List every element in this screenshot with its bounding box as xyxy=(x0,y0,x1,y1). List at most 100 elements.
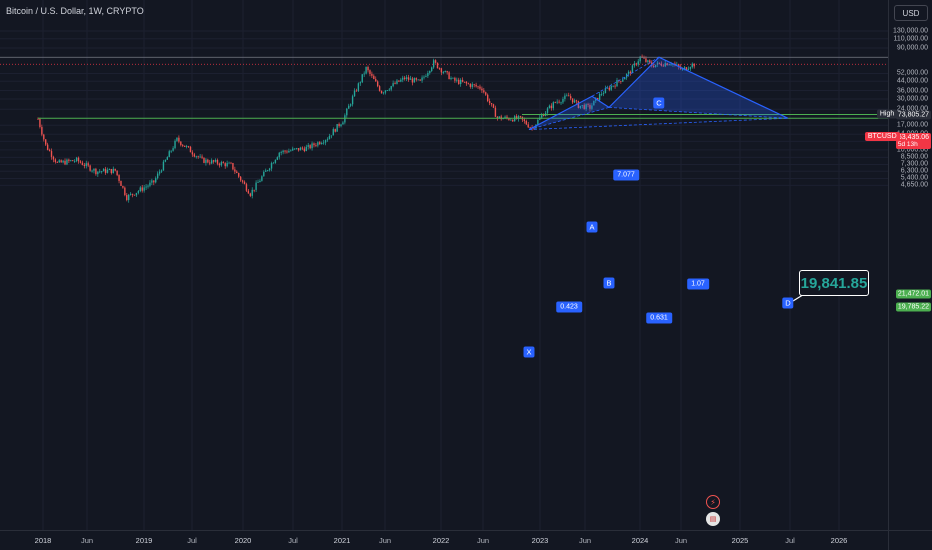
candle-body xyxy=(183,145,186,147)
candle-body xyxy=(519,116,522,117)
candle-body xyxy=(363,73,365,75)
price-tick-label: 6,300.00 xyxy=(900,167,928,175)
candle-body xyxy=(660,63,663,66)
candle-body xyxy=(64,160,66,165)
bar-countdown: 5d 13h xyxy=(897,141,918,148)
candle-body xyxy=(129,193,132,195)
candle-body xyxy=(693,63,695,67)
candle-body xyxy=(631,65,634,74)
candle-body xyxy=(293,148,296,150)
candle-body xyxy=(77,157,80,162)
candle-body xyxy=(494,107,497,117)
time-scale[interactable]: 2018 Jun 2019 Jul 2020 Jul 2021 Jun 2022 Jun 2023 J… xyxy=(0,530,888,550)
candle-body xyxy=(344,115,346,123)
bolt-icon[interactable]: ⚡ xyxy=(706,495,720,509)
candle-body xyxy=(361,74,363,83)
candle-body xyxy=(461,79,464,82)
candle-body xyxy=(118,175,120,181)
candle-body xyxy=(45,139,47,145)
candle-body xyxy=(390,86,392,90)
ratio-label-xb: 0.423 xyxy=(556,301,582,313)
time-label: 2026 xyxy=(830,536,848,545)
candle-body xyxy=(83,165,86,166)
candle-body xyxy=(568,95,570,97)
candle-body xyxy=(541,115,543,118)
candle-body xyxy=(689,67,692,69)
candle-body xyxy=(564,95,566,99)
target-price-callout[interactable]: 19,841.85 xyxy=(799,270,869,296)
candle-body xyxy=(91,170,93,172)
candle-body xyxy=(355,90,358,92)
currency-button[interactable]: USD xyxy=(894,5,928,21)
candle-body xyxy=(585,104,587,110)
candle-body xyxy=(676,64,678,66)
candle-body xyxy=(218,163,221,166)
candle-body xyxy=(164,159,167,162)
candle-body xyxy=(185,146,188,147)
candle-body xyxy=(60,160,62,163)
candle-body xyxy=(633,63,636,66)
candle-body xyxy=(386,90,389,92)
chart-pane[interactable]: Bitcoin / U.S. Dollar, 1W, CRYPTO X A B … xyxy=(0,0,888,530)
us-flag-icon[interactable]: ▤ xyxy=(706,512,720,526)
candle-body xyxy=(463,81,466,83)
candle-body xyxy=(554,102,556,104)
price-tick-label: 110,000.00 xyxy=(893,35,928,43)
time-label: 2020 xyxy=(234,536,252,545)
candle-body xyxy=(537,119,539,125)
price-tick-label: 7,300.00 xyxy=(900,160,928,168)
candle-body xyxy=(527,124,529,128)
candle-body xyxy=(311,143,313,149)
candle-body xyxy=(382,92,385,94)
candle-body xyxy=(569,96,572,99)
candle-body xyxy=(319,142,321,145)
candle-body xyxy=(212,160,215,162)
candle-body xyxy=(168,151,170,158)
ratio-line-xb xyxy=(528,107,610,130)
candle-body xyxy=(612,85,614,87)
candle-body xyxy=(434,60,437,63)
ratio-label-bd: 1.07 xyxy=(687,278,709,290)
candle-body xyxy=(456,79,458,81)
time-label: Jun xyxy=(578,536,592,545)
candle-body xyxy=(70,160,72,162)
symbol-title[interactable]: Bitcoin / U.S. Dollar, 1W, CRYPTO xyxy=(6,6,144,16)
ratio-line-xd xyxy=(528,117,789,130)
candle-body xyxy=(226,163,228,167)
candle-body xyxy=(290,150,292,152)
price-chart[interactable] xyxy=(0,0,888,530)
candle-body xyxy=(54,159,57,163)
candle-body xyxy=(488,101,491,104)
candle-body xyxy=(41,127,43,135)
price-tick-label: 36,000.00 xyxy=(896,87,928,94)
candle-body xyxy=(108,168,111,170)
candle-body xyxy=(400,79,402,82)
high-label: High xyxy=(876,109,898,119)
candle-body xyxy=(556,101,558,103)
candle-body xyxy=(330,135,333,137)
candle-body xyxy=(193,154,196,157)
candle-body xyxy=(261,176,263,181)
time-label: 2023 xyxy=(531,536,549,545)
candle-body xyxy=(365,66,367,74)
candle-body xyxy=(257,182,259,183)
candle-body xyxy=(440,68,443,73)
candle-body xyxy=(211,160,213,164)
xab-triangle xyxy=(529,96,609,130)
candle-body xyxy=(131,193,134,195)
candle-body xyxy=(286,151,288,153)
point-label-a: A xyxy=(586,221,598,233)
candle-body xyxy=(629,71,632,74)
candle-body xyxy=(678,64,680,67)
candle-body xyxy=(579,105,582,109)
candle-body xyxy=(510,119,512,121)
candle-body xyxy=(496,116,499,118)
candle-body xyxy=(674,63,676,65)
ratio-label-xd: 0.631 xyxy=(646,312,672,324)
candle-body xyxy=(39,118,41,128)
candle-body xyxy=(479,86,481,89)
price-scale[interactable]: USD 130,000.00 110,000.00 90,000.00 52,000.… xyxy=(864,0,932,530)
candle-body xyxy=(444,71,446,73)
time-label: Jun xyxy=(674,536,688,545)
candle-body xyxy=(75,157,78,162)
